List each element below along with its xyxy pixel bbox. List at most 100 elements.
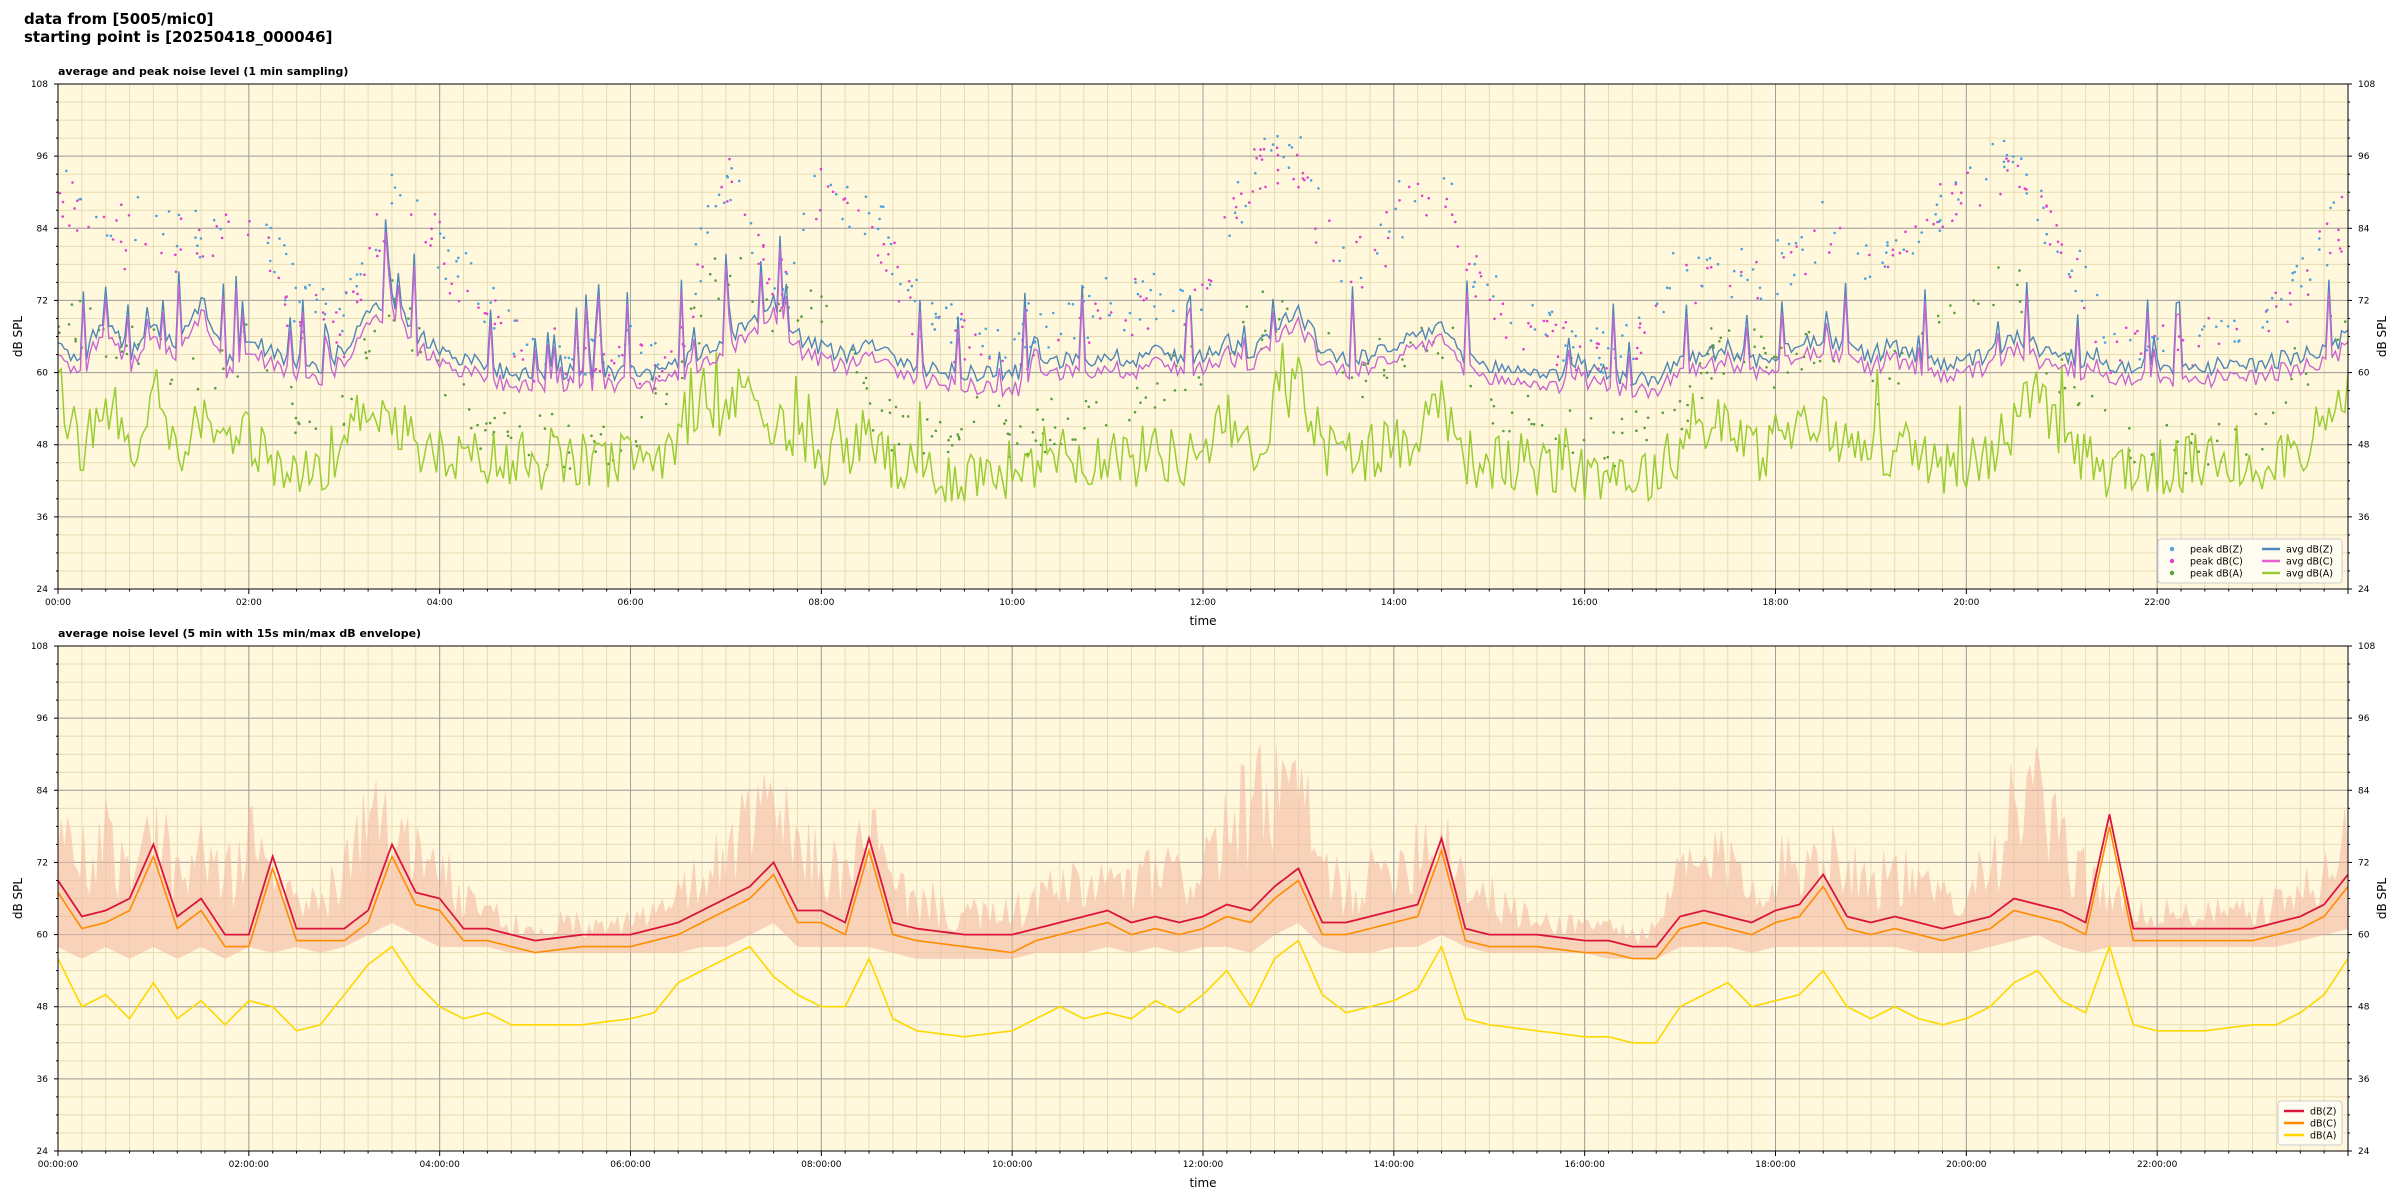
peak-point (649, 343, 653, 347)
peak-point (1662, 310, 1665, 314)
peak-point (1531, 303, 1534, 307)
peak-point (2184, 471, 2188, 475)
peak-point (887, 236, 890, 239)
peak-point (2048, 243, 2052, 246)
peak-point (2151, 336, 2154, 339)
peak-point (1526, 394, 1530, 398)
peak-point (1544, 333, 1547, 336)
peak-point (1999, 192, 2002, 196)
peak-point (1776, 239, 1779, 242)
peak-point (1382, 374, 1386, 377)
peak-point (179, 248, 182, 251)
peak-point (767, 277, 771, 281)
peak-point (393, 186, 397, 189)
peak-point (1086, 336, 1090, 340)
peak-point (1436, 352, 1440, 355)
peak-point (2238, 339, 2241, 342)
peak-point (1572, 345, 1575, 349)
peak-point (1678, 399, 1682, 403)
peak-point (1286, 307, 1289, 311)
peak-point (1401, 236, 1404, 239)
peak-point (1444, 205, 1447, 209)
peak-point (1710, 327, 1713, 330)
peak-point (1571, 451, 1575, 455)
peak-point (680, 376, 684, 380)
peak-point (222, 367, 225, 371)
x-axis-label: time (1189, 1176, 1216, 1190)
peak-point (1540, 424, 1544, 427)
peak-point (196, 387, 200, 391)
peak-point (1181, 289, 1184, 293)
peak-point (1385, 376, 1389, 380)
peak-point (71, 181, 74, 184)
peak-point (638, 382, 642, 386)
peak-point (1472, 285, 1475, 289)
peak-point (197, 228, 201, 232)
x-tick-label: 02:00 (236, 598, 262, 608)
peak-point (58, 331, 61, 335)
peak-point (1264, 185, 1267, 189)
peak-point (1486, 283, 1489, 287)
peak-point (1475, 254, 1478, 258)
peak-point (617, 354, 621, 358)
legend-label: dB(Z) (2310, 1107, 2336, 1118)
peak-point (341, 329, 344, 333)
peak-point (1350, 376, 1354, 379)
legend: peak dB(Z)peak dB(C)peak dB(A)avg dB(Z)a… (2157, 538, 2343, 584)
peak-point (493, 327, 496, 330)
peak-point (910, 284, 914, 288)
peak-point (2020, 310, 2023, 314)
peak-point (1123, 328, 1126, 332)
peak-point (509, 436, 513, 440)
peak-point (879, 261, 883, 264)
peak-point (1634, 410, 1638, 413)
peak-point (1083, 427, 1086, 430)
peak-point (926, 418, 929, 421)
peak-point (430, 237, 434, 240)
peak-point (124, 249, 128, 252)
peak-point (1128, 418, 1131, 422)
peak-point (949, 341, 953, 344)
y-tick-label-right: 48 (2358, 1003, 2370, 1013)
peak-point (160, 251, 163, 255)
peak-point (2056, 250, 2059, 253)
peak-point (497, 315, 500, 319)
peak-point (467, 408, 471, 411)
peak-point (2063, 386, 2067, 390)
peak-point (1153, 305, 1156, 308)
peak-point (1804, 332, 1808, 336)
peak-point (298, 300, 302, 304)
peak-point (819, 208, 822, 212)
y-tick-label-left: 96 (37, 152, 49, 162)
peak-point (469, 262, 473, 265)
peak-point (1685, 269, 1689, 272)
peak-point (2337, 228, 2340, 232)
x-tick-label: 06:00 (618, 598, 644, 608)
peak-point (1242, 320, 1245, 324)
peak-point (988, 355, 991, 358)
peak-point (1700, 284, 1704, 288)
peak-point (2198, 334, 2201, 338)
peak-point (598, 369, 602, 373)
peak-point (387, 314, 391, 318)
peak-point (997, 404, 1001, 408)
peak-point (436, 266, 440, 269)
peak-point (2233, 340, 2236, 343)
peak-point (1925, 218, 1929, 222)
peak-point (1376, 252, 1379, 255)
peak-point (477, 302, 480, 306)
peak-point (1935, 203, 1939, 206)
peak-point (1401, 358, 1404, 361)
peak-point (1403, 364, 1406, 368)
peak-point (152, 328, 156, 331)
peak-point (1451, 326, 1455, 330)
peak-point (1499, 312, 1503, 316)
peak-point (76, 199, 79, 202)
peak-point (2095, 293, 2099, 297)
peak-point (1939, 194, 1943, 198)
peak-point (1332, 259, 1335, 263)
peak-point (1041, 418, 1045, 421)
peak-point (291, 262, 295, 266)
peak-point (766, 281, 769, 285)
peak-point (1373, 248, 1377, 252)
